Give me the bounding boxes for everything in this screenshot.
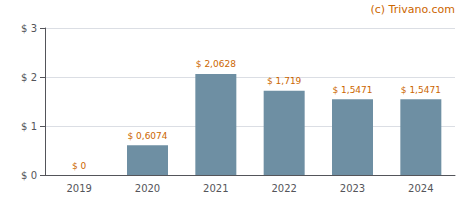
svg-text:$ 0: $ 0 — [72, 161, 87, 171]
svg-text:2023: 2023 — [340, 183, 365, 194]
svg-text:$ 0: $ 0 — [21, 170, 37, 181]
svg-text:(c) Trivano.com: (c) Trivano.com — [370, 3, 455, 16]
svg-text:$ 2: $ 2 — [21, 72, 37, 83]
svg-text:2021: 2021 — [203, 183, 228, 194]
svg-text:$ 1,5471: $ 1,5471 — [401, 85, 441, 95]
svg-text:2022: 2022 — [271, 183, 296, 194]
svg-text:2024: 2024 — [408, 183, 433, 194]
svg-text:2019: 2019 — [66, 183, 91, 194]
svg-text:$ 0,6074: $ 0,6074 — [127, 131, 167, 141]
svg-text:$ 2,0628: $ 2,0628 — [196, 59, 236, 69]
svg-text:$ 1,719: $ 1,719 — [267, 76, 302, 86]
svg-text:2020: 2020 — [135, 183, 160, 194]
svg-text:$ 1,5471: $ 1,5471 — [332, 85, 372, 95]
svg-text:$ 3: $ 3 — [21, 23, 37, 34]
svg-text:$ 1: $ 1 — [21, 121, 37, 132]
